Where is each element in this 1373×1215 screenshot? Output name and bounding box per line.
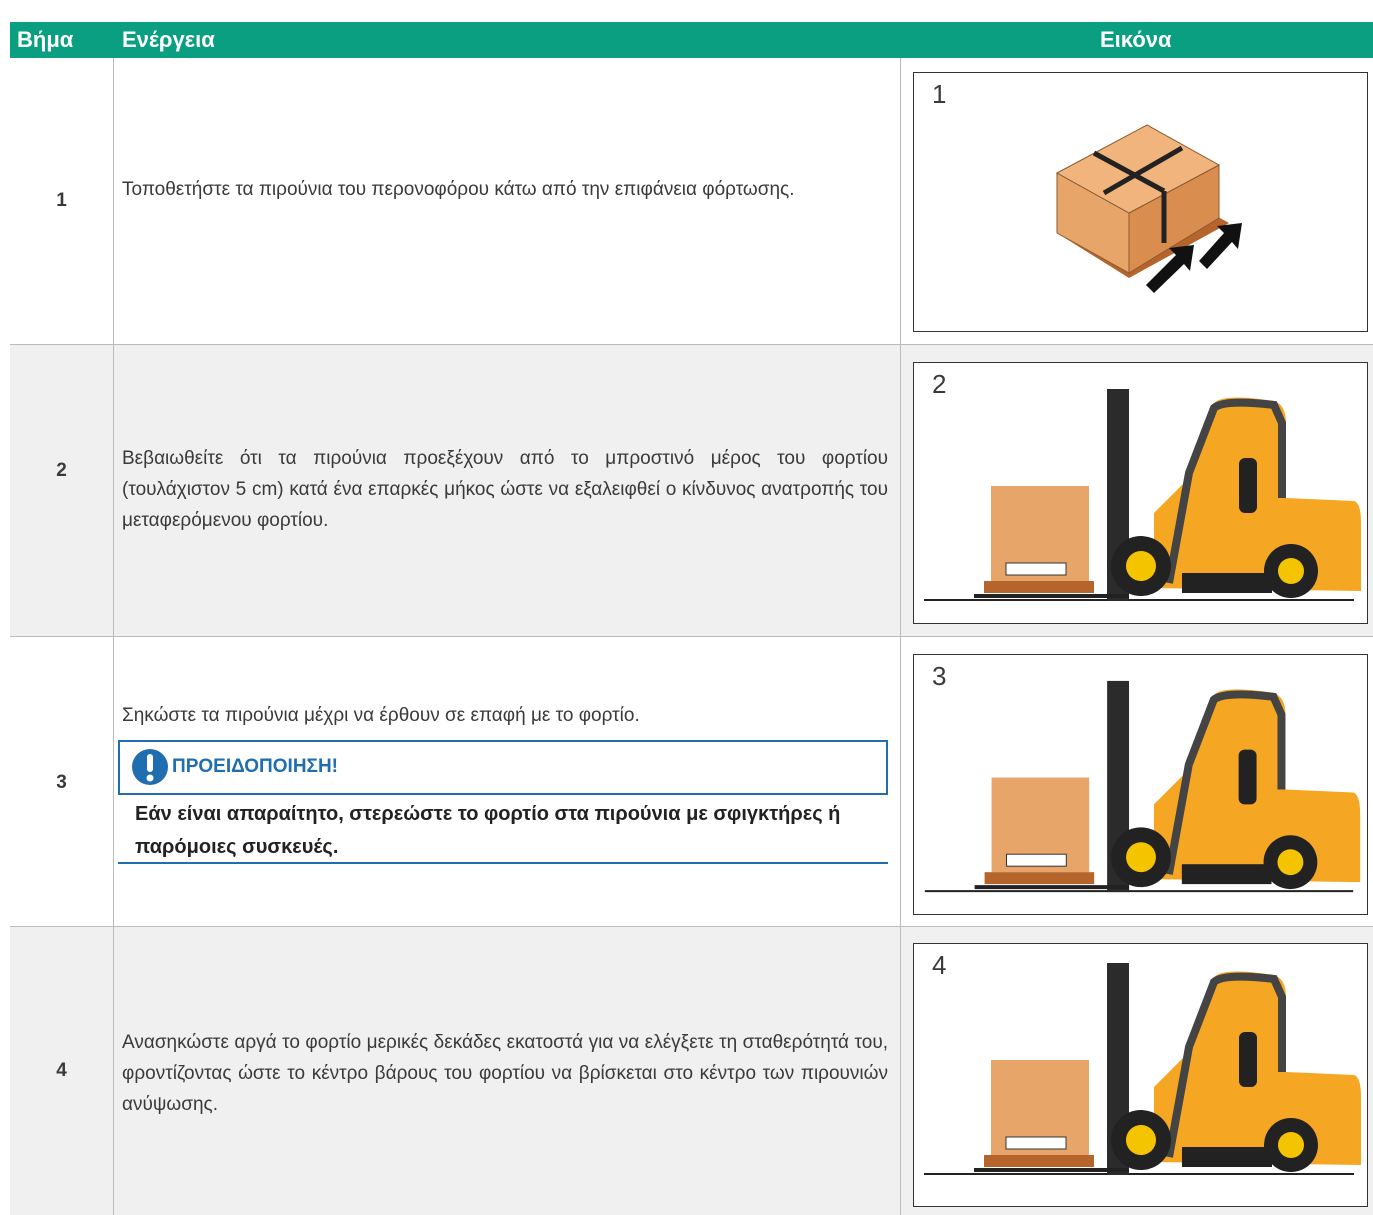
warning-box: ΠΡΟΕΙΔΟΠΟΙΗΣΗ! [118, 740, 888, 795]
action-text: Βεβαιωθείτε ότι τα πιρούνια προεξέχουν α… [122, 448, 888, 531]
warning-text: Εάν είναι απαραίτητο, στερεώστε το φορτί… [135, 803, 841, 858]
action-text: Ανασηκώστε αργά το φορτίο μερικές δεκάδε… [122, 1032, 888, 1115]
row [10, 637, 1373, 927]
step-number: 4 [56, 1060, 67, 1081]
illustration [914, 944, 1369, 1208]
header-step: Βήμα [17, 27, 74, 52]
warning-rule [118, 862, 888, 864]
illustration [914, 363, 1369, 625]
action-text: Σηκώστε τα πιρούνια μέχρι να έρθουν σε ε… [122, 705, 640, 726]
image-box: 3 [913, 654, 1368, 915]
row [10, 58, 1373, 345]
illustration [1055, 124, 1242, 293]
warning-title: ΠΡΟΕΙΔΟΠΟΙΗΣΗ! [172, 756, 338, 777]
image-label: 2 [932, 369, 947, 399]
header-action: Ενέργεια [122, 27, 215, 52]
image-box: 1 [913, 72, 1368, 332]
divider [900, 58, 901, 1215]
image-label: 3 [932, 661, 947, 691]
image-label: 4 [932, 950, 947, 980]
step-number: 1 [56, 190, 67, 211]
illustration [914, 655, 1369, 916]
step-number: 2 [56, 460, 67, 481]
step-number: 3 [56, 772, 67, 793]
divider [113, 58, 114, 1215]
header-image: Εικόνα [1100, 27, 1172, 52]
image-label: 1 [932, 79, 947, 109]
header-bar [10, 22, 1373, 58]
warning-icon [132, 749, 168, 785]
image-box: 4 [913, 943, 1368, 1207]
action-text: Τοποθετήστε τα πιρούνια του περονοφόρου … [122, 179, 795, 200]
image-box: 2 [913, 362, 1368, 624]
